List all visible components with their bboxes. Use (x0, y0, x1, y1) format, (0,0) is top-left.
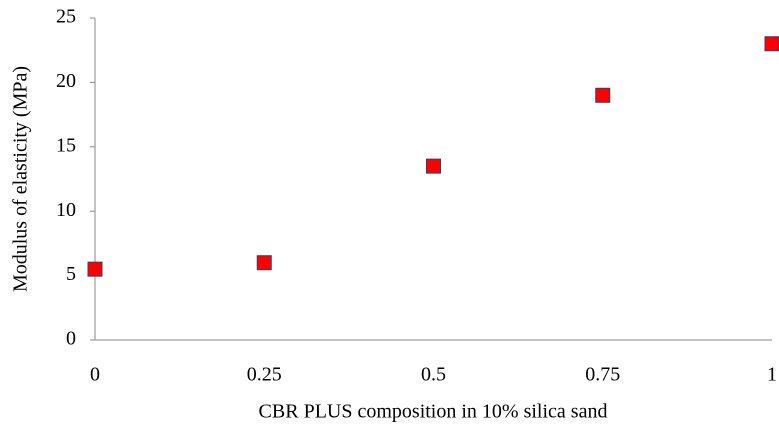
x-tick-label: 0 (90, 364, 100, 386)
y-tick-label: 15 (56, 134, 76, 156)
x-axis-label: CBR PLUS composition in 10% silica sand (259, 401, 608, 423)
x-tick-label: 0.75 (585, 364, 620, 386)
y-tick-label: 10 (56, 199, 76, 221)
marker (256, 255, 272, 271)
marker (595, 87, 611, 103)
y-tick-label: 20 (56, 70, 76, 92)
y-axis-label: Modulus of elasticity (MPa) (10, 66, 32, 292)
x-tick-label: 1 (767, 364, 777, 386)
x-tick-label: 0.5 (421, 364, 446, 386)
x-tick-label: 0.25 (247, 364, 282, 386)
y-tick-label: 25 (56, 6, 76, 28)
marker (426, 158, 441, 174)
y-tick-label: 0 (66, 328, 76, 350)
y-tick-label: 5 (66, 263, 76, 285)
marker (87, 261, 103, 277)
marker (764, 36, 779, 52)
